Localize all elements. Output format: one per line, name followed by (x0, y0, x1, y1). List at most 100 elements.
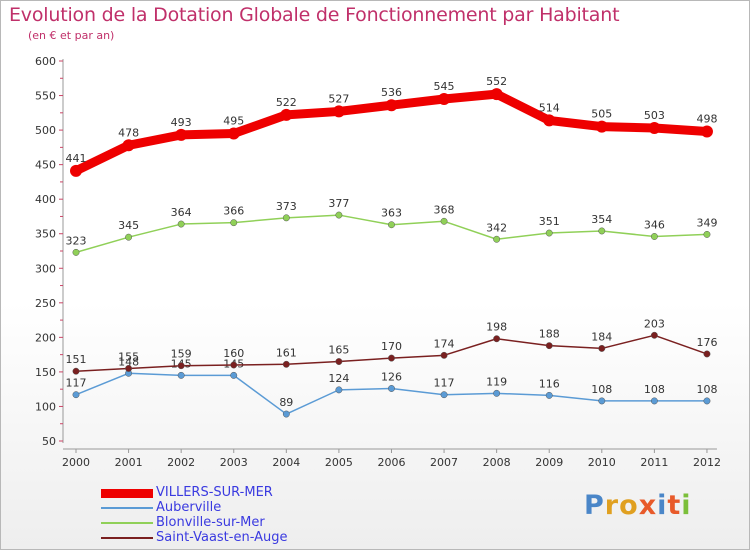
y-tick-label: 50 (42, 435, 56, 448)
data-point (598, 344, 606, 352)
legend-label: Auberville (156, 500, 222, 515)
data-point (175, 128, 188, 141)
data-point (125, 365, 133, 372)
x-tick-label: 2003 (220, 456, 248, 469)
y-tick-label: 100 (35, 400, 56, 413)
x-tick-label: 2006 (377, 456, 405, 469)
data-point (280, 108, 293, 121)
data-point (388, 221, 395, 229)
data-point (72, 391, 80, 399)
y-tick-label: 200 (35, 331, 56, 344)
data-label: 366 (223, 205, 244, 218)
data-label: 323 (66, 234, 87, 247)
legend-item: Saint-Vaast-en-Auge (101, 530, 361, 545)
y-tick-label: 150 (35, 366, 56, 379)
legend-swatch (101, 488, 153, 498)
data-point (388, 354, 395, 362)
y-tick-label: 350 (35, 228, 56, 241)
data-label: 478 (118, 126, 139, 139)
data-label: 364 (171, 206, 192, 219)
chart-title: Evolution de la Dotation Globale de Fonc… (9, 4, 620, 26)
legend-item: VILLERS-SUR-MER (101, 485, 361, 500)
legend-swatch (101, 507, 153, 509)
data-point (650, 233, 658, 240)
x-tick-label: 2008 (483, 456, 511, 469)
data-label: 345 (118, 219, 139, 232)
y-tick-label: 300 (35, 262, 56, 275)
proxiti-logo: Proxiti (584, 490, 692, 521)
legend-label: VILLERS-SUR-MER (156, 485, 273, 500)
data-label: 119 (486, 375, 507, 388)
data-label: 441 (66, 152, 87, 165)
data-point (72, 367, 80, 375)
data-point (332, 105, 345, 118)
data-label: 126 (381, 370, 402, 383)
y-tick-label: 500 (35, 124, 56, 137)
data-point (493, 335, 501, 343)
x-tick-label: 2005 (325, 456, 353, 469)
data-label: 552 (486, 75, 507, 88)
data-point (700, 125, 713, 138)
data-point (440, 351, 448, 359)
data-point (282, 410, 290, 418)
data-label: 89 (279, 396, 293, 409)
data-point (177, 371, 185, 379)
x-tick-label: 2004 (272, 456, 300, 469)
data-point (125, 233, 133, 241)
data-point (70, 164, 82, 177)
data-point (282, 214, 290, 222)
data-label: 514 (539, 101, 560, 114)
x-tick-label: 2012 (693, 456, 721, 469)
data-point (385, 99, 398, 112)
data-label: 108 (644, 383, 665, 396)
data-label: 148 (118, 355, 139, 368)
data-label: 354 (591, 213, 612, 226)
data-label: 160 (223, 347, 244, 360)
legend-item: Auberville (101, 500, 361, 515)
data-label: 342 (486, 221, 507, 234)
data-label: 498 (696, 112, 717, 125)
data-point (177, 220, 185, 228)
data-label: 198 (486, 321, 507, 334)
data-label: 116 (539, 377, 560, 390)
y-tick-label: 450 (35, 159, 56, 172)
data-point (493, 389, 501, 397)
data-label: 184 (591, 330, 612, 343)
data-label: 117 (66, 377, 87, 390)
data-label: 151 (66, 353, 87, 366)
data-label: 503 (644, 109, 665, 122)
data-point (650, 397, 658, 405)
data-label: 176 (696, 336, 717, 349)
series-line-blonville-sur-mer (75, 214, 708, 254)
data-point (122, 139, 135, 152)
legend-swatch (101, 537, 153, 539)
legend-label: Saint-Vaast-en-Auge (156, 530, 288, 545)
legend-label: Blonville-sur-Mer (156, 515, 265, 530)
chart-subtitle: (en € et par an) (28, 29, 115, 42)
data-label: 108 (696, 383, 717, 396)
data-label: 108 (591, 383, 612, 396)
data-label: 188 (539, 328, 560, 341)
data-point (703, 230, 711, 238)
x-tick-label: 2010 (588, 456, 616, 469)
data-point (335, 386, 343, 394)
data-point (177, 362, 185, 370)
data-point (335, 211, 343, 219)
data-point (543, 114, 556, 127)
data-point (650, 331, 658, 339)
x-tick-label: 2000 (62, 456, 90, 469)
x-tick-label: 2001 (115, 456, 143, 469)
data-label: 155 (118, 350, 139, 363)
data-point (335, 358, 343, 365)
data-label: 124 (328, 372, 349, 385)
data-point (545, 391, 553, 399)
legend-item: Blonville-sur-Mer (101, 515, 361, 530)
data-point (282, 360, 290, 368)
data-point (595, 120, 608, 133)
data-label: 495 (223, 115, 244, 128)
data-label: 522 (276, 96, 297, 109)
data-label: 351 (539, 215, 560, 228)
data-point (230, 371, 238, 379)
data-point (703, 350, 711, 358)
